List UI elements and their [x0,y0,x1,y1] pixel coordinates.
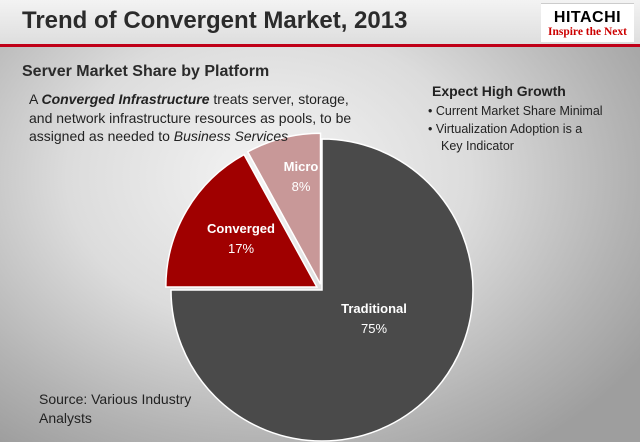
slice-value-converged: 17% [228,241,254,256]
pie-slice-micro [246,132,322,285]
title-bar: Trend of Convergent Market, 2013 [0,0,640,44]
pie-slice-converged [165,153,319,288]
desc-emphasis2: Business Services [173,128,289,144]
logo-tagline: Inspire the Next [547,26,627,38]
slice-label-micro: Micro [284,159,319,174]
growth-bullet-2-text: • Virtualization Adoption is a Key Indic… [428,122,583,153]
slice-value-micro: 8% [292,179,311,194]
desc-part2: treats server, storage, and network infr… [29,91,352,144]
growth-bullet-1-text: Current Market Share Minimal [435,104,603,118]
hitachi-logo: HITACHI Inspire the Next [541,3,634,42]
desc-emphasis: Converged Infrastructure [41,91,210,107]
slice-label-converged: Converged [207,221,275,236]
slide-title: Trend of Convergent Market, 2013 [22,7,408,34]
growth-heading: Expect High Growth [432,83,566,99]
growth-bullet-2: • Virtualization Adoption is a Key Indic… [428,121,603,155]
description-text: A Converged Infrastructure treats server… [29,90,369,146]
pie-slice-traditional [170,138,474,442]
slice-value-traditional: 75% [361,321,387,336]
slice-label-traditional: Traditional [341,301,407,316]
desc-part1: A [29,91,42,107]
title-divider [0,44,640,47]
growth-bullet-1: • Current Market Share Minimal [428,104,603,118]
chart-subtitle: Server Market Share by Platform [22,63,270,80]
logo-name: HITACHI [553,9,622,26]
source-note: Source: Various Industry Analysts [39,391,192,426]
